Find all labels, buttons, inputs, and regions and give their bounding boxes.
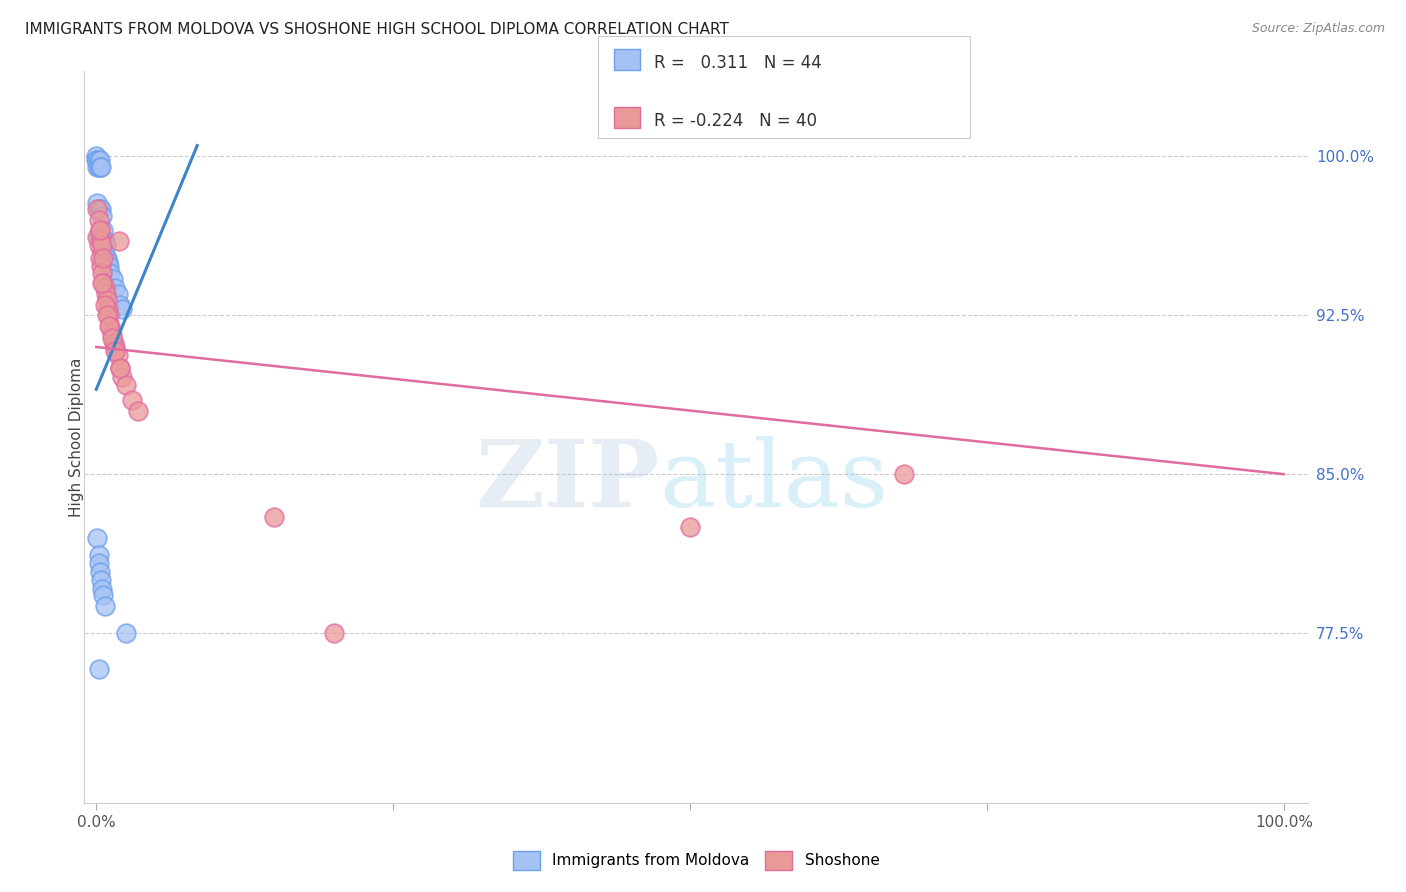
Point — [89, 565, 111, 579]
Text: IMMIGRANTS FROM MOLDOVA VS SHOSHONE HIGH SCHOOL DIPLOMA CORRELATION CHART: IMMIGRANTS FROM MOLDOVA VS SHOSHONE HIGH… — [25, 22, 730, 37]
Point — [93, 599, 115, 613]
Point — [107, 348, 129, 362]
Point — [100, 318, 122, 333]
Point — [90, 202, 112, 216]
Point — [101, 272, 124, 286]
Text: Source: ZipAtlas.com: Source: ZipAtlas.com — [1251, 22, 1385, 36]
Point — [89, 223, 111, 237]
Text: atlas: atlas — [659, 436, 889, 526]
Point — [87, 153, 110, 168]
Point — [86, 202, 108, 216]
Point — [108, 297, 131, 311]
Point — [98, 260, 121, 274]
Point — [100, 266, 122, 280]
Point — [96, 251, 118, 265]
Point — [86, 531, 108, 545]
Point — [87, 662, 110, 676]
Point — [89, 202, 111, 216]
Point — [93, 297, 115, 311]
Point — [115, 626, 138, 640]
Point — [90, 573, 112, 587]
Point — [97, 255, 120, 269]
Point — [104, 280, 127, 294]
Point — [89, 160, 111, 174]
Point — [127, 403, 149, 417]
Point — [87, 227, 110, 242]
Point — [94, 287, 117, 301]
Point — [93, 223, 115, 237]
Point — [90, 160, 112, 174]
Point — [86, 229, 108, 244]
Point — [93, 277, 115, 291]
Point — [98, 308, 121, 322]
Point — [91, 209, 114, 223]
Point — [679, 520, 702, 534]
Point — [104, 340, 127, 354]
Point — [91, 266, 114, 280]
Point — [111, 301, 134, 316]
Text: R =   0.311   N = 44: R = 0.311 N = 44 — [654, 54, 821, 72]
Point — [93, 251, 115, 265]
Point — [104, 344, 127, 359]
Text: ZIP: ZIP — [475, 436, 659, 526]
Legend: Immigrants from Moldova, Shoshone: Immigrants from Moldova, Shoshone — [506, 845, 886, 876]
Point — [103, 335, 125, 350]
Point — [96, 293, 118, 308]
Point — [98, 318, 121, 333]
Point — [87, 160, 110, 174]
Point — [93, 588, 115, 602]
Point — [263, 509, 285, 524]
Point — [93, 251, 115, 265]
Point — [91, 277, 114, 291]
Point — [90, 234, 112, 248]
Point — [86, 153, 108, 168]
Point — [100, 327, 122, 342]
Point — [87, 548, 110, 562]
Point — [322, 626, 344, 640]
Point — [91, 229, 114, 244]
Point — [93, 238, 115, 252]
Point — [107, 287, 129, 301]
Point — [87, 238, 110, 252]
Point — [86, 195, 108, 210]
Point — [91, 238, 114, 252]
Point — [893, 467, 915, 482]
Text: R = -0.224   N = 40: R = -0.224 N = 40 — [654, 112, 817, 130]
Point — [115, 378, 138, 392]
Point — [86, 160, 108, 174]
Point — [89, 223, 111, 237]
Point — [100, 331, 122, 345]
Point — [97, 301, 120, 316]
Point — [91, 582, 114, 596]
Point — [87, 212, 110, 227]
Point — [111, 369, 134, 384]
Point — [108, 361, 131, 376]
Point — [94, 238, 117, 252]
Point — [96, 308, 118, 322]
Point — [84, 149, 107, 163]
Point — [93, 249, 115, 263]
Point — [108, 361, 131, 376]
Point — [89, 229, 111, 244]
Point — [90, 260, 112, 274]
Point — [84, 153, 107, 168]
Point — [121, 392, 143, 407]
Point — [107, 234, 129, 248]
Point — [87, 556, 110, 570]
Point — [89, 251, 111, 265]
Point — [93, 234, 115, 248]
Point — [93, 280, 115, 294]
Point — [91, 244, 114, 259]
Point — [87, 202, 110, 216]
Point — [89, 153, 111, 168]
Y-axis label: High School Diploma: High School Diploma — [69, 358, 83, 516]
Point — [90, 234, 112, 248]
